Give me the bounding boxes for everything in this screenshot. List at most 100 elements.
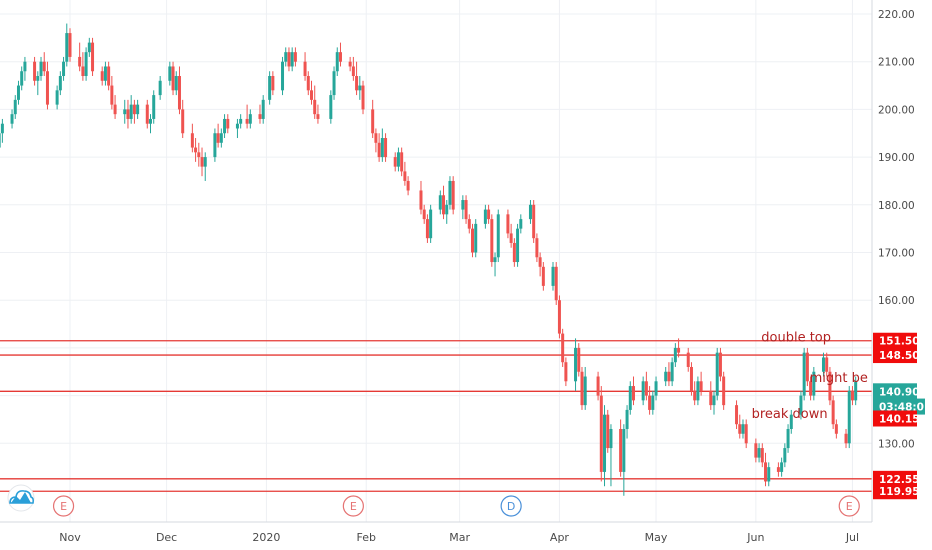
- candle-body: [535, 238, 539, 258]
- candle: [158, 76, 162, 100]
- candle: [442, 185, 446, 220]
- candle-body: [516, 228, 520, 263]
- candle-body: [487, 209, 491, 220]
- candle: [741, 419, 745, 439]
- candle: [628, 381, 632, 415]
- candle: [316, 104, 320, 124]
- candle-body: [735, 405, 739, 425]
- price-axis-panel[interactable]: [872, 0, 932, 522]
- candle: [632, 376, 635, 406]
- candle: [780, 457, 784, 477]
- candle: [512, 238, 516, 267]
- candle-body: [332, 71, 336, 96]
- candle-body: [628, 386, 632, 410]
- candle: [490, 214, 494, 267]
- tag-label: 148.50: [879, 350, 920, 362]
- candle-body: [641, 381, 645, 401]
- time-axis-panel[interactable]: [0, 522, 932, 550]
- candle: [738, 414, 742, 439]
- candle: [384, 133, 388, 162]
- candle-body: [303, 61, 307, 77]
- candle-body: [583, 376, 587, 406]
- candle-body: [20, 71, 24, 86]
- candle: [271, 71, 275, 96]
- candle-body: [844, 433, 848, 444]
- earnings-marker[interactable]: E: [342, 495, 364, 517]
- candle-body: [422, 209, 426, 220]
- candle: [235, 118, 239, 139]
- candle: [828, 366, 832, 406]
- candle: [168, 61, 172, 86]
- candle: [538, 252, 542, 277]
- candle: [561, 328, 565, 367]
- candle: [107, 61, 111, 91]
- candle: [783, 443, 787, 468]
- candle: [400, 147, 404, 177]
- candle-body: [39, 61, 43, 77]
- candle-body: [310, 90, 313, 100]
- candle-body: [361, 85, 365, 110]
- candle: [677, 338, 681, 358]
- time-axis: Nov Dec 2020 Feb Mar Apr May Jun Jul: [59, 531, 859, 544]
- candle-body: [351, 66, 355, 77]
- candle: [689, 362, 693, 396]
- candle: [13, 95, 17, 119]
- candle-body: [445, 204, 449, 215]
- earnings-marker[interactable]: E: [52, 495, 75, 517]
- price-tags: 151.50148.50122.55119.95140.9003:48:0114…: [873, 332, 931, 500]
- tag-bg: [873, 347, 917, 364]
- candle-body: [712, 395, 716, 406]
- candle-body: [110, 85, 114, 105]
- tag-bg: [873, 483, 917, 500]
- candle-body: [493, 257, 497, 263]
- candle-body: [248, 114, 252, 124]
- candle-body: [509, 233, 513, 243]
- dividend-marker[interactable]: D: [500, 495, 522, 517]
- candle-body: [764, 462, 768, 482]
- candle-body: [799, 395, 803, 415]
- candle: [329, 90, 333, 124]
- candle: [519, 214, 523, 234]
- candle: [648, 386, 652, 415]
- candle-body: [16, 85, 20, 100]
- candle-body: [574, 347, 578, 382]
- candle: [103, 61, 107, 86]
- candle: [268, 71, 272, 105]
- candle: [361, 80, 365, 115]
- candle: [451, 176, 455, 215]
- candle-body: [564, 362, 568, 382]
- candle-body: [348, 61, 352, 67]
- candle-body: [136, 104, 140, 115]
- level-price-tag: 151.50: [873, 332, 920, 349]
- candle: [483, 204, 487, 229]
- candle-body: [786, 428, 790, 449]
- candle-body: [129, 104, 133, 119]
- candle-body: [190, 133, 194, 148]
- y-tick-label: 200.00: [878, 104, 915, 116]
- candle-body: [68, 33, 72, 57]
- candle-body: [519, 219, 523, 229]
- candle-body: [55, 90, 59, 105]
- candle: [554, 262, 558, 305]
- earnings-marker[interactable]: E: [838, 495, 860, 517]
- candle-body: [809, 381, 813, 396]
- candle-body: [78, 56, 82, 67]
- candle-body: [532, 204, 536, 239]
- candle-body: [760, 448, 764, 463]
- candle-body: [609, 428, 613, 449]
- tag-label: 122.55: [879, 474, 920, 486]
- candle-body: [461, 200, 465, 210]
- candle-body: [200, 157, 204, 167]
- candle-body: [467, 219, 471, 229]
- candle-body: [245, 118, 249, 124]
- candle: [812, 366, 816, 401]
- candle: [670, 357, 674, 387]
- candle-body: [850, 390, 854, 401]
- candle-body: [512, 242, 516, 263]
- tradingview-cloud-icon[interactable]: [7, 484, 35, 512]
- y-tick-label: 210.00: [878, 57, 915, 69]
- candle: [303, 52, 307, 81]
- candle: [696, 376, 700, 406]
